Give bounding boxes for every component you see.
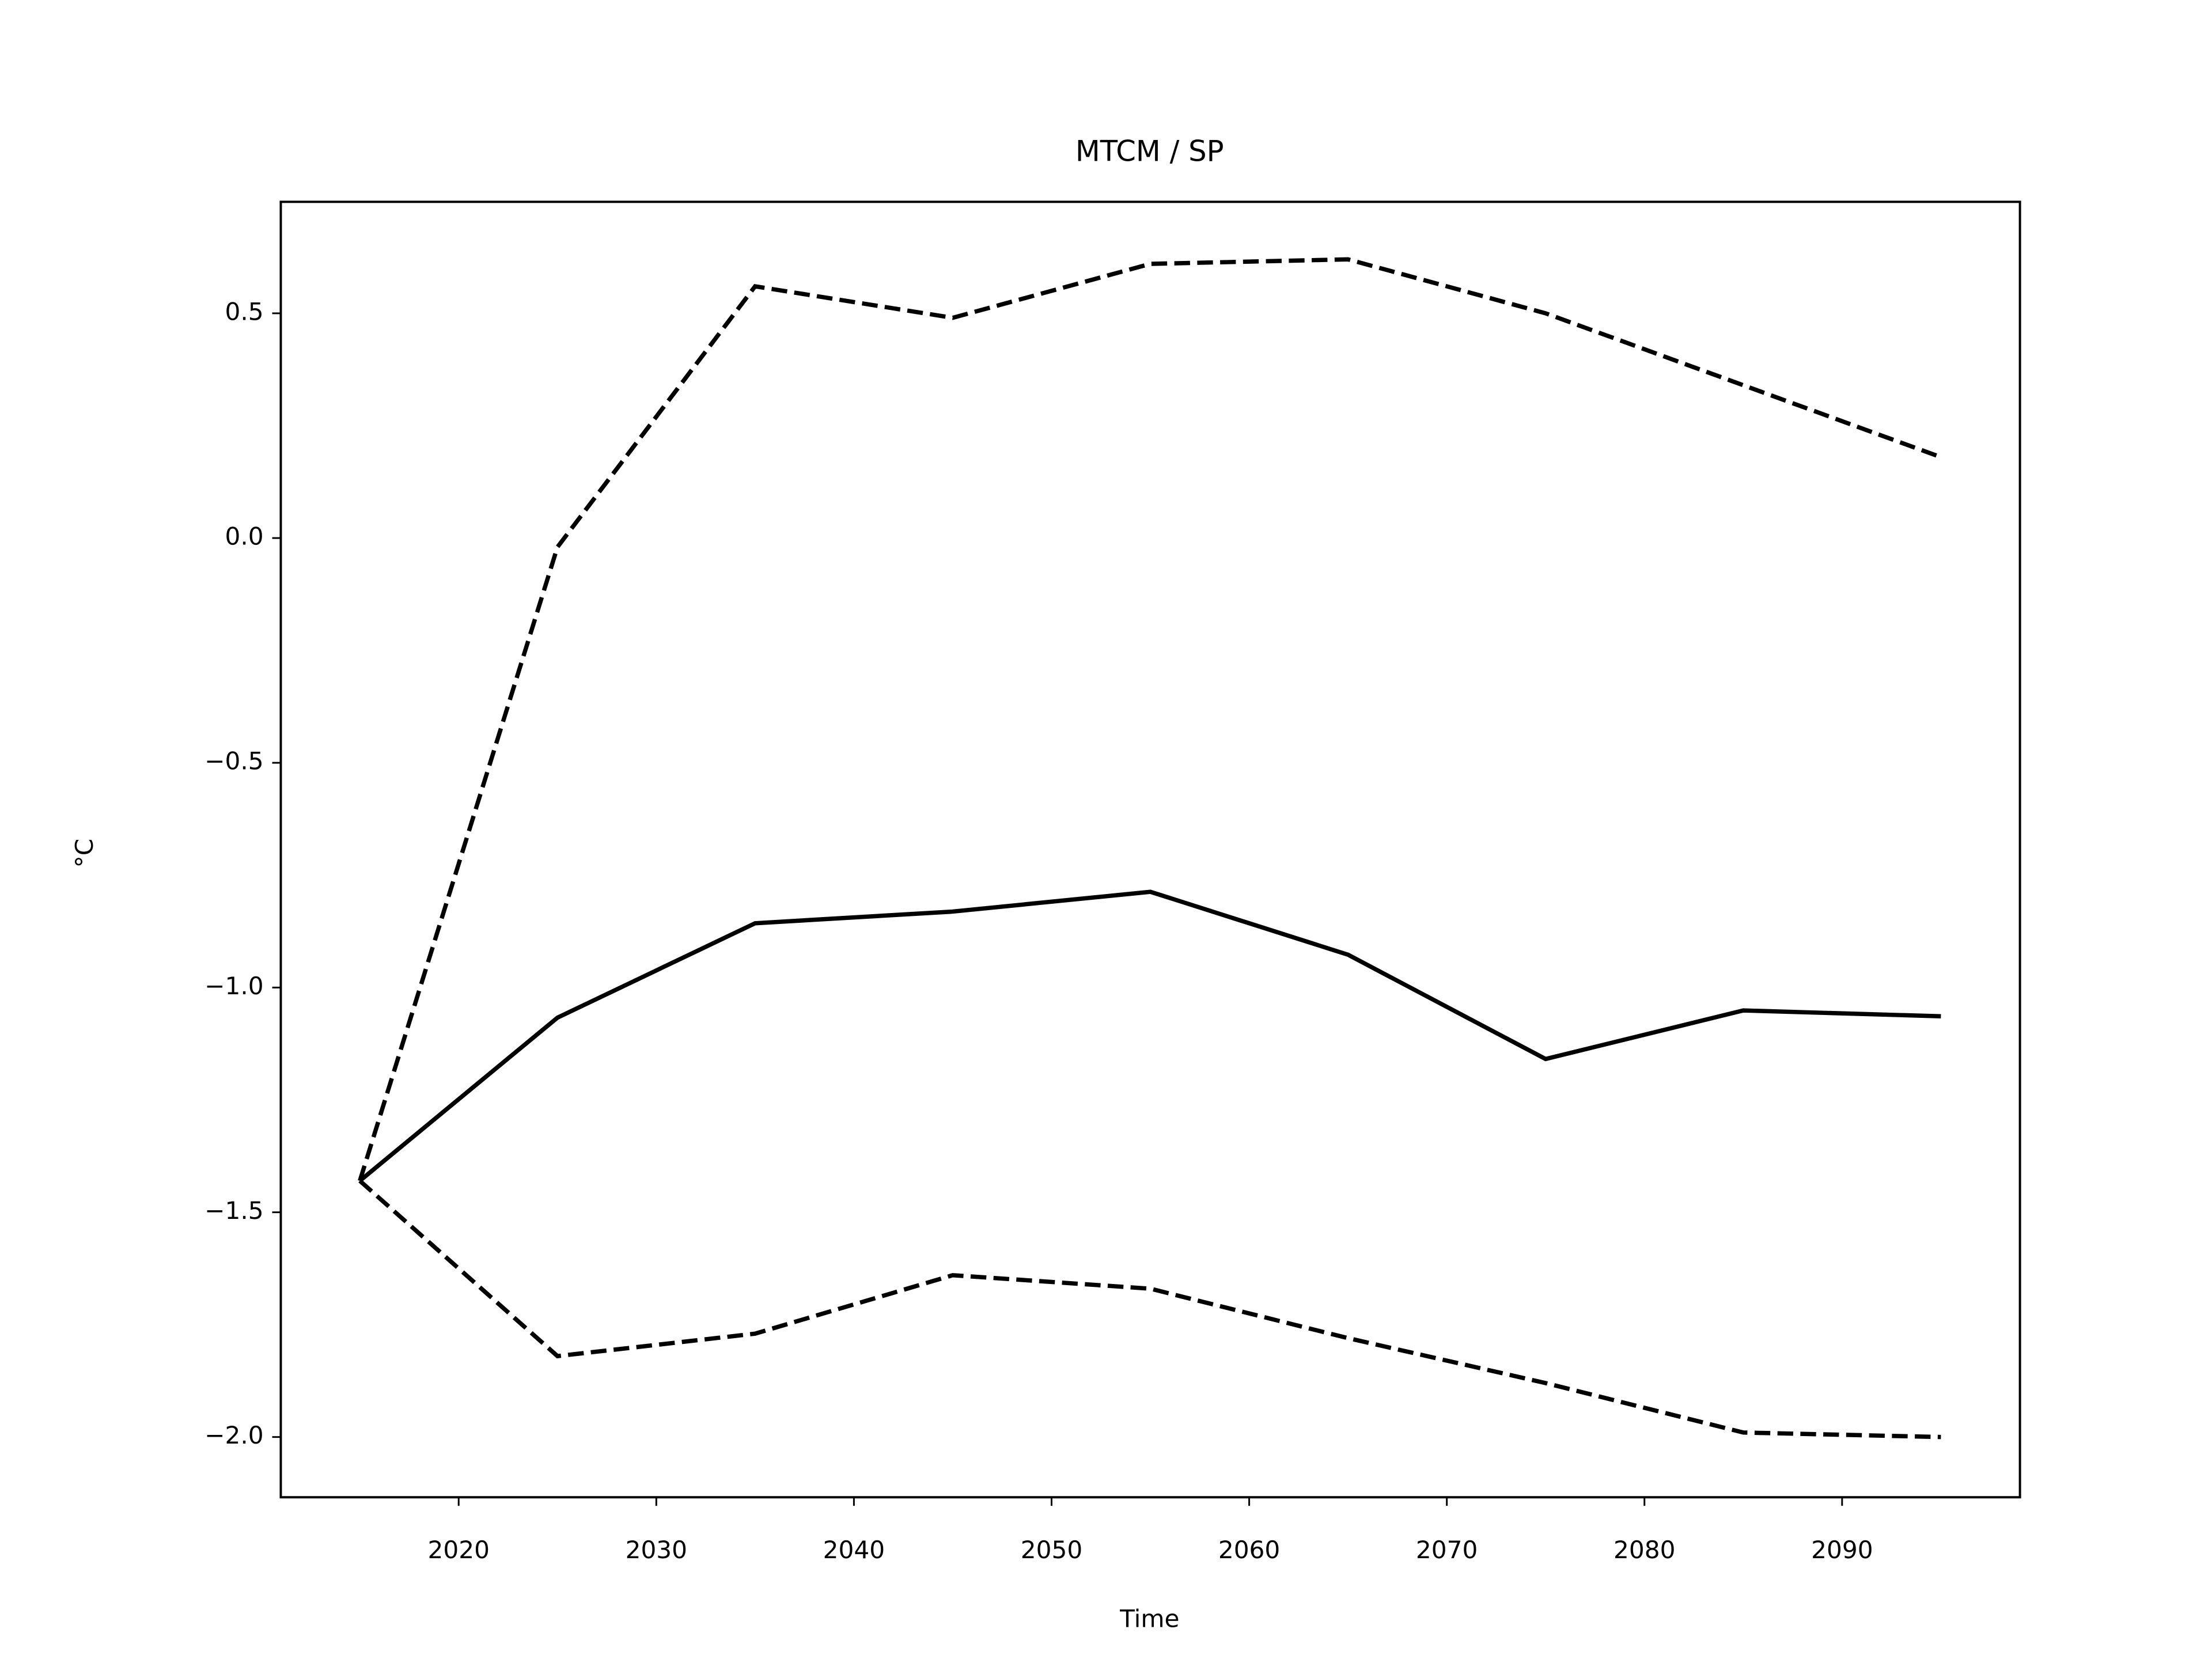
- x-tick-label: 2020: [427, 1536, 489, 1564]
- series-line: [358, 1179, 1941, 1440]
- chart-title: MTCM / SP: [1075, 134, 1224, 168]
- x-tick-label: 2040: [823, 1536, 885, 1564]
- series-line: [358, 889, 1941, 1183]
- x-tick-label: 2060: [1218, 1536, 1280, 1564]
- y-tick-label: −0.5: [204, 747, 264, 775]
- x-tick-label: 2070: [1416, 1536, 1478, 1564]
- x-tick-label: 2050: [1021, 1536, 1082, 1564]
- y-tick-label: 0.5: [225, 297, 263, 325]
- x-tick-label: 2080: [1613, 1536, 1675, 1564]
- y-tick-label: −1.5: [204, 1196, 264, 1225]
- x-axis-label: Time: [1119, 1604, 1179, 1633]
- x-tick-label: 2030: [626, 1536, 687, 1564]
- series-line: [358, 257, 1942, 1181]
- y-tick-label: −1.0: [204, 972, 264, 1000]
- y-tick-label: −2.0: [204, 1421, 264, 1449]
- y-tick-label: 0.0: [225, 522, 263, 551]
- y-axis-label: °C: [70, 839, 99, 868]
- x-tick-label: 2090: [1811, 1536, 1873, 1564]
- plot-frame: [279, 200, 2021, 1499]
